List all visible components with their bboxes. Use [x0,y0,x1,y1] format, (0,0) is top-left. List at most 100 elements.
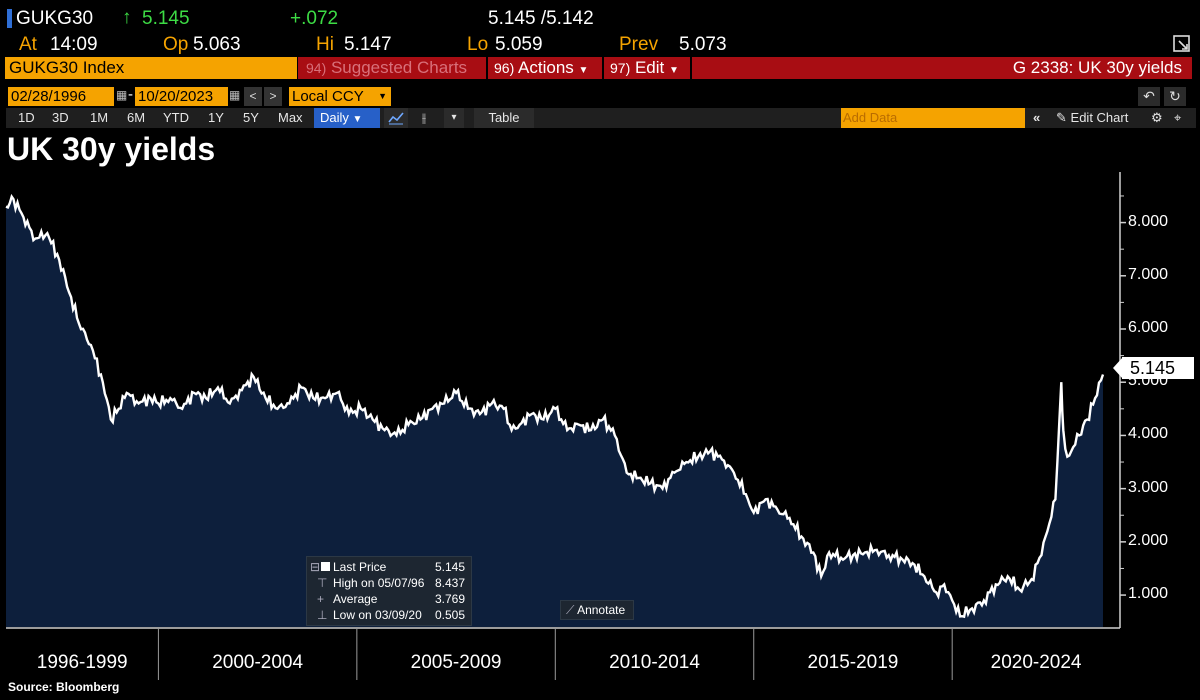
annotate-label: Annotate [577,603,626,617]
prev-label: Prev [619,34,659,55]
last-price-swatch [321,562,330,571]
last-price-tag-value: 5.145 [1130,358,1176,378]
ticker-symbol[interactable]: GUKG30 [16,8,94,29]
period-5y[interactable]: 5Y [243,110,259,125]
undo-icon[interactable]: ↶ [1138,87,1160,106]
legend-last-value: 5.145 [434,560,465,574]
at-value: 14:09 [50,34,98,55]
last-price: 5.145 [142,8,190,29]
actions-label: Actions [518,58,574,77]
at-label: At [19,34,37,55]
y-tick-label: 3.000 [1128,478,1169,496]
source-note: Source: Bloomberg [8,680,120,694]
last-price-tag: 5.145 [1113,357,1194,379]
period-6m[interactable]: 6M [127,110,146,125]
period-ytd[interactable]: YTD [163,110,189,125]
popout-icon[interactable] [1172,34,1192,54]
actions-number: 96) [494,60,515,76]
refresh-icon[interactable]: ↻ [1164,87,1186,106]
edit-chart-button[interactable]: ✎ Edit Chart [1056,108,1128,128]
add-data-field[interactable]: Add Data [841,108,1025,128]
calendar-icon[interactable]: ▦ [229,88,241,102]
up-arrow-icon: ↑ [122,7,132,28]
currency-value: Local CCY [292,88,364,105]
legend-average-value: 3.769 [434,592,465,606]
edit-chart-label: Edit Chart [1070,110,1129,125]
y-tick-label: 1.000 [1128,585,1169,603]
legend-last-label: Last Price [333,560,387,574]
actions-menu[interactable]: 96) Actions ▼ [488,57,602,79]
price-change: +.072 [290,8,339,29]
y-tick-label: 4.000 [1128,425,1169,443]
chart-toolbar: 1D 3D 1M 6M YTD 1Y 5Y Max Daily ▼ ⫲ ▾ Ta… [0,108,1200,128]
next-period-button[interactable]: > [264,87,282,106]
low-label: Lo [467,34,489,55]
legend-low-label: Low on 03/09/20 [333,608,422,622]
frequency-value: Daily [320,110,349,125]
collapse-legend-icon[interactable]: ⊟ [310,560,321,574]
high-value: 5.147 [344,34,392,55]
x-group-label: 2005-2009 [410,652,502,673]
x-group-label: 2015-2019 [807,652,899,673]
chart-id: G 2338: UK 30y yields [692,57,1192,79]
prev-period-button[interactable]: < [244,87,262,106]
x-group-label: 1996-1999 [36,652,128,673]
period-1m[interactable]: 1M [90,110,109,125]
annotate-icon: ⟋ [566,603,575,617]
start-date-field[interactable]: 02/28/1996 [8,87,114,106]
axes [6,172,1126,680]
chart-settings-icon[interactable]: ⚙ [1151,110,1163,125]
y-tick-label: 7.000 [1128,265,1169,283]
collapse-icon[interactable]: « [1033,110,1041,125]
x-group-label: 2020-2024 [990,652,1082,673]
edit-number: 97) [610,60,631,76]
caret-down-icon: ▼ [352,114,363,125]
edit-label: Edit [634,58,665,77]
yield-line [5,193,1105,619]
period-1d[interactable]: 1D [18,110,35,125]
open-value: 5.063 [193,34,241,55]
calendar-icon[interactable]: ▦ [116,88,128,102]
open-label: Op [163,34,189,55]
chart-id-label: G 2338: UK 30y yields [1012,58,1182,77]
period-1y[interactable]: 1Y [208,110,224,125]
suggested-charts-label: Suggested Charts [330,58,468,77]
line-chart-icon[interactable] [384,108,408,128]
suggested-charts-number: 94) [306,60,327,76]
chart-title: UK 30y yields [7,131,216,167]
caret-down-icon: ▼ [378,91,387,101]
frequency-select[interactable]: Daily ▼ [314,108,380,128]
end-date-field[interactable]: 10/20/2023 [135,87,228,106]
caret-down-icon: ▼ [669,65,679,76]
ticker-marker [7,9,12,28]
security-field[interactable]: GUKG30 Index [5,57,297,79]
chart-type-dropdown[interactable]: ▾ [444,108,464,128]
annotate-button[interactable]: ⟋ Annotate [560,600,634,620]
legend-high-label: High on 05/07/96 [333,576,425,590]
legend-low-value: 0.505 [434,608,465,622]
bid-ask: 5.145 /5.142 [488,8,594,29]
yield-area [6,196,1103,627]
suggested-charts-menu[interactable]: 94) Suggested Charts [298,57,486,79]
currency-select[interactable]: Local CCY ▼ [289,87,391,106]
edit-menu[interactable]: 97) Edit ▼ [604,57,690,79]
period-3d[interactable]: 3D [52,110,69,125]
chart-legend[interactable]: ⊟ Last Price 5.145 ⊤ High on 05/07/96 8.… [306,556,472,626]
legend-high-value: 8.437 [434,576,465,590]
low-value: 5.059 [495,34,543,55]
pencil-icon: ✎ [1056,110,1067,125]
bar-chart-icon[interactable]: ⫲ [421,110,427,125]
average-marker-icon: + [317,592,325,606]
table-button[interactable]: Table [474,108,534,128]
low-marker-icon: ⊥ [317,608,328,622]
date-separator: - [128,86,133,103]
high-label: Hi [316,34,334,55]
period-max[interactable]: Max [278,110,303,125]
pin-icon[interactable]: ⌖ [1174,110,1182,125]
x-group-label: 2010-2014 [609,652,700,673]
y-tick-label: 6.000 [1128,319,1169,336]
legend-average-label: Average [333,592,378,606]
caret-down-icon: ▼ [578,65,589,76]
prev-value: 5.073 [679,34,727,55]
